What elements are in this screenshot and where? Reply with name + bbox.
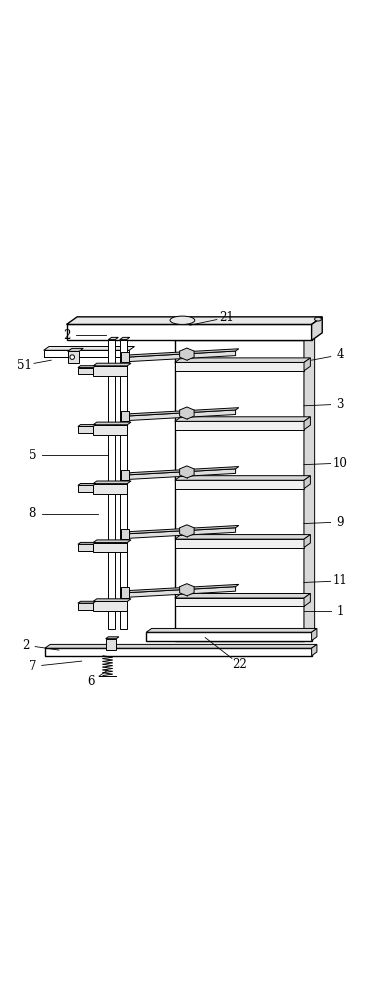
Bar [121,587,129,598]
Text: 4: 4 [336,348,344,361]
Polygon shape [127,351,236,362]
Text: 2: 2 [22,639,30,652]
Text: 8: 8 [28,507,36,520]
Polygon shape [93,363,131,366]
Polygon shape [312,644,317,656]
Polygon shape [175,593,310,598]
Polygon shape [175,476,310,480]
Polygon shape [44,346,135,350]
Bar [121,352,129,362]
Text: 11: 11 [333,574,347,587]
Polygon shape [106,637,119,639]
Polygon shape [304,358,310,371]
Polygon shape [108,337,118,340]
Polygon shape [68,348,83,351]
Bar [66,324,312,340]
Polygon shape [175,358,310,362]
Polygon shape [312,628,317,641]
Bar [121,528,129,539]
Text: 10: 10 [332,457,348,470]
Text: 7: 7 [28,660,36,673]
Text: 1: 1 [336,605,344,618]
Polygon shape [120,337,130,340]
Bar [78,485,93,492]
Text: 3: 3 [336,398,344,411]
Bar [45,648,312,656]
Bar [78,603,93,610]
Polygon shape [304,476,310,489]
Bar [175,598,304,606]
Text: 5: 5 [28,449,36,462]
Polygon shape [93,481,131,484]
Circle shape [70,355,74,359]
Bar [120,340,127,629]
Text: 51: 51 [17,359,32,372]
Polygon shape [180,348,194,360]
Polygon shape [127,528,236,538]
Bar [78,544,93,551]
Polygon shape [175,417,310,421]
Bar [175,362,304,371]
Ellipse shape [315,317,321,321]
Text: 2: 2 [63,329,70,342]
Bar [175,539,304,548]
Polygon shape [78,542,96,544]
Polygon shape [180,466,194,478]
Polygon shape [146,628,317,632]
Polygon shape [45,644,317,648]
Bar [106,639,116,650]
Ellipse shape [170,316,195,324]
Polygon shape [78,601,96,603]
Bar [93,484,127,494]
Polygon shape [78,366,96,368]
Polygon shape [180,525,194,537]
Bar [93,366,127,376]
Bar [93,601,127,611]
Polygon shape [127,587,236,597]
Polygon shape [175,535,310,539]
Polygon shape [304,593,310,606]
Polygon shape [312,317,322,340]
Polygon shape [93,540,131,543]
Polygon shape [78,483,96,485]
Bar [44,350,129,357]
Polygon shape [127,525,239,534]
Bar [175,340,304,641]
Polygon shape [304,535,310,548]
Text: 6: 6 [87,675,95,688]
Polygon shape [127,467,239,475]
Text: 21: 21 [219,311,233,324]
Polygon shape [304,417,310,430]
Bar [175,480,304,489]
Polygon shape [127,408,239,416]
Bar [93,425,127,435]
Text: 22: 22 [232,658,247,671]
Polygon shape [127,410,236,421]
Polygon shape [180,584,194,596]
Bar [78,426,93,433]
Polygon shape [127,469,236,479]
Bar [108,340,115,629]
Polygon shape [78,425,96,426]
Bar [68,351,79,363]
Polygon shape [127,349,239,357]
Polygon shape [93,599,131,601]
Polygon shape [93,422,131,425]
Polygon shape [304,333,315,641]
Bar [78,368,93,374]
Polygon shape [127,584,239,593]
Bar [121,470,129,480]
Bar [175,421,304,430]
Bar [146,632,312,641]
Polygon shape [66,317,322,324]
Polygon shape [180,407,194,419]
Bar [121,411,129,421]
Bar [93,543,127,552]
Text: 9: 9 [336,516,344,529]
